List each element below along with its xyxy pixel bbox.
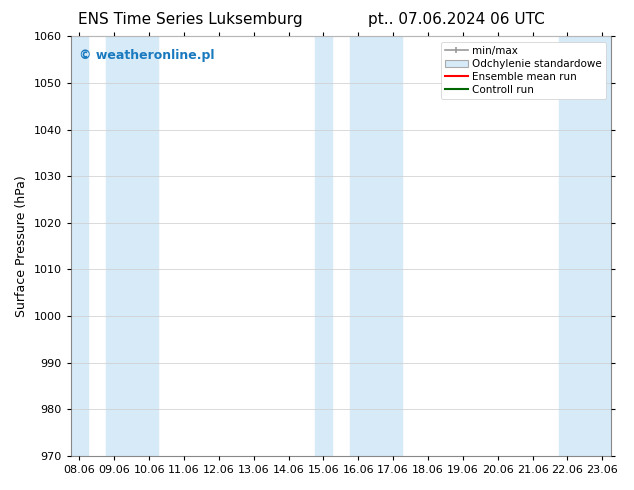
Text: ENS Time Series Luksemburg: ENS Time Series Luksemburg — [78, 12, 302, 27]
Legend: min/max, Odchylenie standardowe, Ensemble mean run, Controll run: min/max, Odchylenie standardowe, Ensembl… — [441, 42, 606, 99]
Bar — [71, 36, 88, 456]
Y-axis label: Surface Pressure (hPa): Surface Pressure (hPa) — [15, 175, 28, 317]
Text: pt.. 07.06.2024 06 UTC: pt.. 07.06.2024 06 UTC — [368, 12, 545, 27]
Text: © weatheronline.pl: © weatheronline.pl — [79, 49, 214, 62]
Bar — [559, 36, 611, 456]
Bar — [349, 36, 402, 456]
Bar — [314, 36, 332, 456]
Bar — [106, 36, 158, 456]
